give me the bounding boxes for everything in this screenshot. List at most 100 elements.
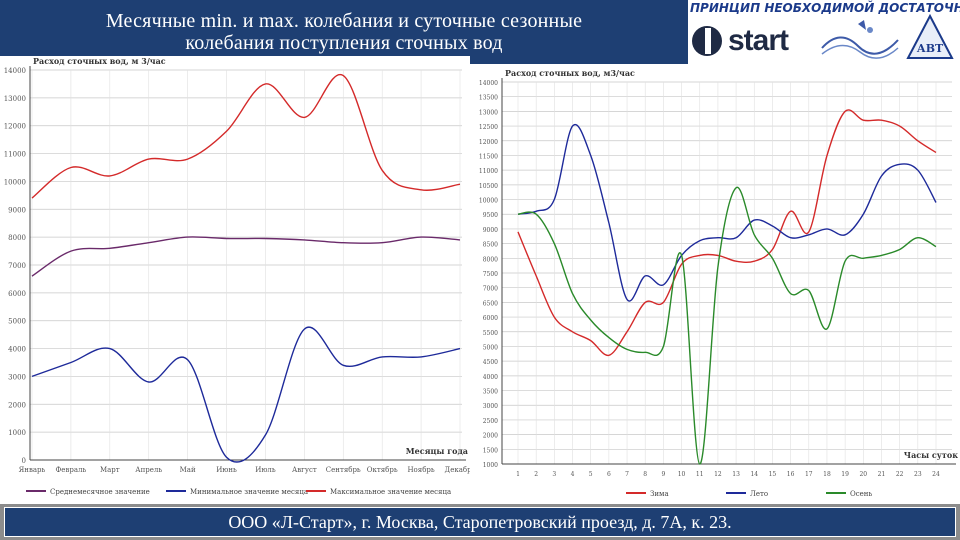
chart1-y-tick-label: 6500 [483, 300, 498, 307]
chart1-x-tick-label: 24 [932, 471, 940, 478]
chart1-x-axis-label: Часы суток [904, 450, 958, 460]
chart0-x-axis-label: Месяцы года [406, 446, 468, 456]
chart1-y-axis-label: Расход сточных вод, м3/час [505, 68, 635, 78]
chart1-x-tick-label: 9 [661, 471, 665, 478]
chart1-legend-label: Зима [650, 490, 669, 498]
monthly-chart: 0 1000 2000 3000 4000 5000 6000 7000 8000 9000 100… [0, 56, 476, 504]
chart1-y-tick-label: 7000 [483, 286, 498, 293]
chart1-x-tick-label: 10 [678, 471, 686, 478]
slide-title-line1: Месячные min. и max. колебания и суточны… [105, 10, 583, 32]
monthly-chart-svg: 0 1000 2000 3000 4000 5000 6000 7000 8000 9000 100… [4, 56, 476, 496]
wave-logo-icon [821, 20, 899, 59]
chart0-x-tick-label: Январь [19, 466, 46, 474]
chart1-y-tick-label: 8500 [483, 242, 498, 249]
chart0-x-tick-label: Октябрь [367, 466, 398, 474]
chart0-y-tick-label: 8000 [8, 234, 26, 242]
chart1-y-tick-label: 5500 [483, 330, 498, 337]
chart1-x-tick-label: 12 [714, 471, 722, 478]
chart1-y-tick-label: 4000 [483, 374, 498, 381]
chart0-y-tick-label: 11000 [4, 151, 26, 159]
chart0-series-line-0 [31, 236, 461, 277]
footer-address: ООО «Л-Старт», г. Москва, Старопетровски… [228, 511, 732, 532]
chart1-x-tick-label: 8 [643, 471, 647, 478]
chart1-y-tick-label: 7500 [483, 271, 498, 278]
chart0-x-tick-label: Апрель [135, 466, 162, 474]
chart0-x-tick-label: Июнь [216, 466, 237, 474]
chart1-y-tick-label: 3000 [483, 403, 498, 410]
chart1-y-tick-label: 12000 [479, 139, 498, 146]
chart1-x-tick-label: 5 [589, 471, 593, 478]
chart0-y-tick-label: 7000 [8, 262, 26, 270]
chart1-series-line-2 [517, 187, 937, 465]
chart1-x-tick-label: 13 [732, 471, 740, 478]
chart1-legend-label: Осень [850, 490, 872, 498]
chart1-x-tick-label: 22 [896, 471, 904, 478]
chart0-x-tick-label: Декабрь [445, 466, 470, 474]
footer-inner: ООО «Л-Старт», г. Москва, Старопетровски… [4, 507, 956, 537]
chart0-y-tick-label: 0 [22, 457, 26, 465]
chart1-y-tick-label: 4500 [483, 359, 498, 366]
chart0-legend-label: Минимальное значение месяца [190, 488, 308, 496]
chart0-x-tick-label: Май [180, 466, 196, 474]
chart1-x-tick-label: 20 [859, 471, 867, 478]
chart0-legend-label: Среднемесячное значение [50, 488, 150, 496]
chart0-x-tick-label: Ноябрь [407, 466, 434, 474]
slogan-text: ПРИНЦИП НЕОБХОДИМОЙ ДОСТАТОЧНОСТИ [690, 1, 960, 15]
chart1-x-tick-label: 14 [750, 471, 758, 478]
chart1-y-tick-label: 1500 [483, 447, 498, 454]
chart1-series-line-1 [517, 123, 937, 302]
chart0-y-tick-label: 13000 [4, 95, 26, 103]
chart1-y-tick-label: 14000 [479, 80, 498, 87]
avt-logo-text: АВТ [917, 42, 944, 55]
chart0-x-tick-label: Август [292, 466, 317, 474]
chart1-x-tick-label: 6 [607, 471, 611, 478]
chart1-y-tick-label: 8000 [483, 256, 498, 263]
chart1-x-tick-label: 7 [625, 471, 629, 478]
chart1-legend-label: Лето [750, 490, 768, 498]
chart0-x-tick-label: Сентябрь [326, 466, 361, 474]
chart0-y-tick-label: 12000 [4, 123, 26, 131]
chart1-y-tick-label: 13500 [479, 95, 498, 102]
chart1-x-tick-label: 1 [516, 471, 520, 478]
chart0-x-tick-label: Февраль [56, 466, 87, 474]
chart1-x-tick-label: 16 [787, 471, 795, 478]
chart0-y-axis-label: Расход сточных вод, м 3/час [33, 56, 166, 66]
chart1-y-tick-label: 13000 [479, 109, 498, 116]
chart1-y-tick-label: 2000 [483, 433, 498, 440]
chart1-x-tick-label: 23 [914, 471, 922, 478]
chart1-y-tick-label: 6000 [483, 315, 498, 322]
chart1-x-tick-label: 17 [805, 471, 813, 478]
slide-title-line2: колебания поступления сточных вод [185, 32, 503, 54]
chart1-x-tick-label: 3 [552, 471, 556, 478]
chart0-series-line-2 [31, 73, 461, 199]
chart1-series-line-0 [517, 109, 937, 357]
daily-chart-svg: 1000 1500 2000 2500 3000 3500 4000 4500 5000 5500… [479, 68, 958, 498]
chart1-y-tick-label: 2500 [483, 418, 498, 425]
chart1-y-tick-label: 9000 [483, 227, 498, 234]
chart1-y-tick-label: 10000 [479, 198, 498, 205]
daily-chart: 1000 1500 2000 2500 3000 3500 4000 4500 5000 5500… [476, 66, 960, 504]
chart1-x-tick-label: 11 [696, 471, 704, 478]
chart0-y-tick-label: 6000 [8, 290, 26, 298]
start-logo: start [690, 24, 789, 58]
chart0-legend-label: Максимальное значение месяца [330, 488, 451, 496]
chart1-x-tick-label: 19 [841, 471, 849, 478]
avt-logo-icon: АВТ [906, 14, 954, 59]
chart1-x-tick-label: 18 [823, 471, 831, 478]
chart0-y-tick-label: 14000 [4, 67, 26, 75]
chart0-y-tick-label: 4000 [8, 346, 26, 354]
start-logo-icon [692, 26, 722, 56]
chart1-y-tick-label: 11500 [479, 153, 498, 160]
chart1-y-tick-label: 9500 [483, 212, 498, 219]
chart0-x-tick-label: Март [100, 466, 120, 474]
chart1-y-tick-label: 5000 [483, 344, 498, 351]
chart1-y-tick-label: 11000 [479, 168, 498, 175]
chart0-y-tick-label: 3000 [8, 373, 26, 381]
chart1-y-tick-label: 1000 [483, 462, 498, 469]
chart0-y-tick-label: 2000 [8, 401, 26, 409]
slide-title: Месячные min. и max. колебания и суточны… [0, 0, 688, 64]
chart1-y-tick-label: 3500 [483, 389, 498, 396]
chart0-y-tick-label: 5000 [8, 318, 26, 326]
chart0-y-tick-label: 9000 [8, 206, 26, 214]
chart1-x-tick-label: 2 [534, 471, 538, 478]
